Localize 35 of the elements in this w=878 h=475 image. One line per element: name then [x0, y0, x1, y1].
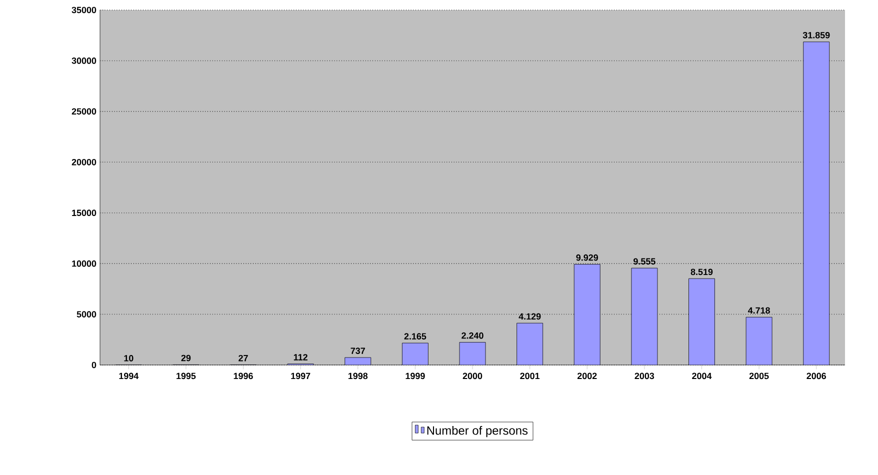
x-tick-label: 1996 [234, 372, 253, 380]
data-label: 112 [294, 354, 308, 360]
y-tick-label: 10000 [72, 260, 96, 267]
y-tick-label: 5000 [76, 311, 96, 318]
x-tick-label: 2006 [806, 372, 826, 380]
x-tick-label: 2001 [520, 372, 540, 380]
data-label: 737 [350, 348, 365, 354]
x-tick-label: 1999 [406, 372, 425, 380]
y-tick-label: 25000 [72, 108, 96, 115]
data-label: 4.718 [748, 307, 770, 314]
data-label: 29 [181, 354, 191, 362]
data-label: 4.129 [518, 313, 541, 320]
data-label: 9.929 [576, 254, 598, 261]
x-tick-label: 2003 [634, 372, 654, 380]
data-label: 2.240 [462, 332, 484, 339]
legend-label: Number of persons [427, 426, 528, 438]
x-tick-label: 2000 [462, 372, 482, 380]
x-tick-label: 2004 [692, 372, 712, 380]
x-tick-label: 2002 [577, 372, 597, 380]
data-label: 8.519 [690, 268, 713, 276]
data-label: 27 [238, 354, 248, 362]
data-label: 10 [124, 355, 134, 362]
y-tick-label: 20000 [72, 158, 96, 166]
x-tick-label: 1998 [348, 372, 368, 380]
data-label: 9.555 [634, 258, 656, 265]
y-tick-label: 15000 [72, 210, 96, 216]
x-tick-label: 1997 [291, 372, 310, 380]
x-tick-label: 1994 [119, 372, 139, 380]
x-tick-label: 1995 [176, 372, 196, 380]
y-tick-label: 35000 [72, 6, 96, 14]
y-tick-label: 30000 [72, 58, 96, 64]
x-tick-label: 2005 [749, 372, 769, 380]
data-label: 2.165 [404, 333, 426, 340]
y-tick-label: 0 [92, 362, 96, 368]
data-label: 31.859 [802, 32, 830, 38]
